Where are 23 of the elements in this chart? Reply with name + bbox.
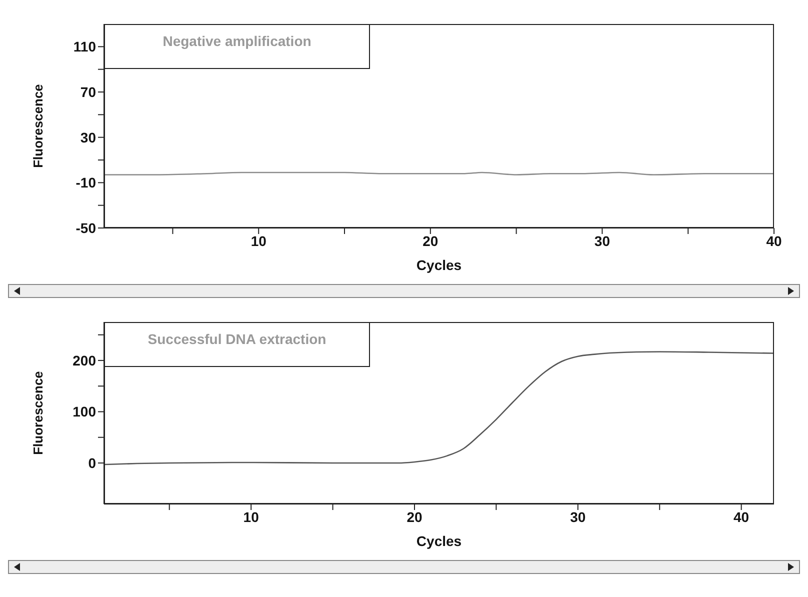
x-axis-title: Cycles [416,257,462,273]
line-series [104,351,774,466]
x-tick-label: 30 [570,508,586,525]
y-tick-label: -10 [76,174,96,191]
y-tick-label: -50 [76,220,96,236]
x-axis-title: Cycles [416,533,462,549]
x-tick-label: 20 [406,508,422,525]
y-tick-label: 70 [80,84,96,100]
text-box: Negative amplification [104,24,370,69]
y-axis-title: Fluorescence [30,371,46,455]
x-tick-label: 30 [594,232,610,249]
y-tick-label: 200 [72,352,96,368]
x-tick-label: 10 [243,508,260,525]
x-tick-label: 40 [766,232,782,249]
x-tick-label: 10 [250,232,267,249]
x-tick-label: 20 [422,232,438,249]
y-axis-title: Fluorescence [30,84,46,168]
x-tick-label: 40 [734,508,750,525]
y-tick-label: 30 [80,129,96,146]
y-tick-label: 100 [72,404,96,420]
text-box: Successful DNA extraction [104,322,370,367]
y-tick-label: 110 [73,38,96,55]
y-tick-label: 0 [88,454,96,471]
